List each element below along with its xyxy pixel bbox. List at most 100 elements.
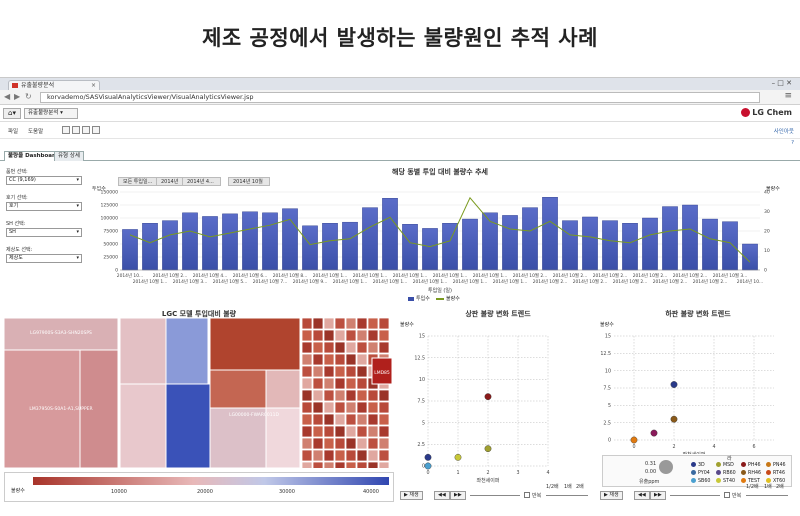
x-tick-label: 2014년 10월 1... <box>493 278 528 285</box>
speed-label: 1/2배 <box>546 484 559 490</box>
step-forward-button[interactable]: ▶▶ <box>650 491 666 500</box>
legend-label: PH46 <box>748 463 761 468</box>
size-legend-circle <box>659 460 673 474</box>
breadcrumb-item[interactable]: 2014년 <box>156 177 186 186</box>
url-input[interactable]: korvademo/SASVisualAnalyticsViewer/Visua… <box>40 92 760 103</box>
y-axis-label: 불량수 <box>400 321 414 328</box>
temp-select[interactable]: 제상도 ▾ <box>6 254 82 263</box>
step-forward-button[interactable]: ▶▶ <box>450 491 466 500</box>
x-tick-label: 2014년 10... <box>737 278 763 285</box>
brand-logo: LG Chem <box>741 108 792 117</box>
y2-tick-label: 20 <box>764 229 770 235</box>
breadcrumb-item[interactable]: 2014년 4... <box>182 177 221 186</box>
treemap-small-tile <box>323 377 335 390</box>
filter-label: 품번 선택: <box>6 169 28 175</box>
trend-bar <box>622 223 638 271</box>
browser-menu-icon[interactable]: ≡ <box>784 91 792 101</box>
treemap-small-tile <box>323 437 335 450</box>
x-tick-label: 2014년 10월 2... <box>553 272 588 279</box>
trend-bar <box>682 204 698 271</box>
menu-help[interactable]: 도움말 <box>28 129 44 135</box>
product-select[interactable]: CC (9,169) ▾ <box>6 176 82 185</box>
refresh-icon[interactable] <box>82 126 90 134</box>
open-folder-icon[interactable] <box>62 126 70 134</box>
export-icon[interactable] <box>72 126 80 134</box>
treemap-small-tile <box>323 341 335 354</box>
report-selector-button[interactable]: 유출불량분석 ▾ <box>24 108 78 119</box>
machine-select[interactable]: 호기 ▾ <box>6 202 82 211</box>
loop-checkbox[interactable] <box>524 492 530 498</box>
treemap-tile <box>265 407 301 468</box>
y-tick-label: 5 <box>422 420 425 426</box>
treemap-small-tile <box>334 341 346 354</box>
treemap-tile <box>4 349 81 468</box>
treemap-small-tile <box>301 353 313 366</box>
step-back-button[interactable]: ◀◀ <box>634 491 650 500</box>
treemap-small-tile <box>334 449 346 462</box>
window-controls[interactable]: – □ ✕ <box>771 79 792 87</box>
treemap-small-tile <box>356 401 368 414</box>
x-tick-label: 2014년 10월 1... <box>333 278 368 285</box>
reload-icon[interactable]: ↻ <box>25 92 32 101</box>
play-button[interactable]: ▶ 재생 <box>600 491 623 500</box>
help-icon[interactable]: ? <box>791 140 794 146</box>
treemap-small-tile <box>323 318 335 330</box>
timeline-slider[interactable] <box>670 495 720 496</box>
sh-select[interactable]: SH ▾ <box>6 228 82 237</box>
treemap-cell-label: LM37950S-S0A1-A1,SUPPER <box>29 406 92 412</box>
treemap-small-tile <box>378 449 390 462</box>
forward-icon[interactable]: ▶ <box>14 92 21 101</box>
browser-tab[interactable]: 유출불량분석 × <box>8 80 100 90</box>
legend-dot-icon <box>766 478 771 483</box>
browser-window: 유출불량분석 × – □ ✕ ◀ ▶ ↻ korvademo/SASVisual… <box>0 77 800 516</box>
tab-detail[interactable]: 유형 상세 <box>54 151 84 161</box>
treemap-small-tile <box>334 353 346 366</box>
x-tick-label: 2014년 10월 2... <box>153 272 188 279</box>
treemap-small-tile <box>367 401 379 414</box>
x-tick-label: 2014년 10월 2... <box>633 272 668 279</box>
loop-checkbox[interactable] <box>724 492 730 498</box>
x-tick-label: 4 <box>712 444 715 450</box>
trend-bar <box>382 198 398 271</box>
select-value: CC (9,169) <box>9 177 36 183</box>
menu-file[interactable]: 파일 <box>8 129 19 135</box>
breadcrumb-item[interactable]: 2014년 10월 <box>228 177 270 186</box>
legend-label: XT60 <box>773 479 786 484</box>
treemap-tile <box>165 383 211 468</box>
scatter-point <box>650 429 658 437</box>
speed-slider[interactable] <box>546 495 588 496</box>
treemap-small-tile <box>334 437 346 450</box>
legend-label: MSD <box>723 463 734 468</box>
timeline-slider[interactable] <box>470 495 520 496</box>
page-heading: 제조 공정에서 발생하는 불량원인 추적 사례 <box>202 26 598 50</box>
trend-bar <box>602 220 618 271</box>
treemap-small-tile <box>312 449 324 462</box>
chevron-down-icon: ▾ <box>76 177 79 183</box>
back-icon[interactable]: ◀ <box>4 92 11 101</box>
color-legend-item: MSD <box>716 462 734 468</box>
legend-label: 투입수 <box>416 296 430 302</box>
scatter-right-chart: 불량수 0 2.5 5 7.5 10 12.5 15 0 2 4 6 좌천세이퍼 <box>600 321 774 454</box>
y-tick-label: 25000 <box>103 255 118 261</box>
play-button[interactable]: ▶ 재생 <box>400 491 423 500</box>
treemap-small-tile <box>312 461 324 468</box>
breadcrumb-item[interactable]: 모든 투입일... <box>118 177 160 186</box>
legend-label: RB60 <box>723 471 736 476</box>
x-tick-label: 2014년 10월 1... <box>133 278 168 285</box>
speed-slider[interactable] <box>746 495 788 496</box>
step-back-button[interactable]: ◀◀ <box>434 491 450 500</box>
treemap-small-tile <box>312 425 324 438</box>
print-icon[interactable] <box>92 126 100 134</box>
home-button[interactable]: ⌂▾ <box>3 108 21 119</box>
treemap-divider <box>118 384 120 468</box>
x-tick-label: 2014년 10월 2... <box>593 272 628 279</box>
speed-label: 1배 <box>764 484 772 490</box>
treemap-small-tile <box>301 413 313 426</box>
report-tabs: 불량율 Dashboard 유형 상세 <box>0 151 800 161</box>
tab-close-icon[interactable]: × <box>90 82 96 89</box>
signout-link[interactable]: 사인아웃 <box>773 129 794 135</box>
x-tick-label: 2 <box>672 444 675 450</box>
trend-bar <box>282 208 298 271</box>
gradient-tick: 40000 <box>363 489 379 495</box>
size-legend-label: 유출ppm <box>639 479 660 485</box>
